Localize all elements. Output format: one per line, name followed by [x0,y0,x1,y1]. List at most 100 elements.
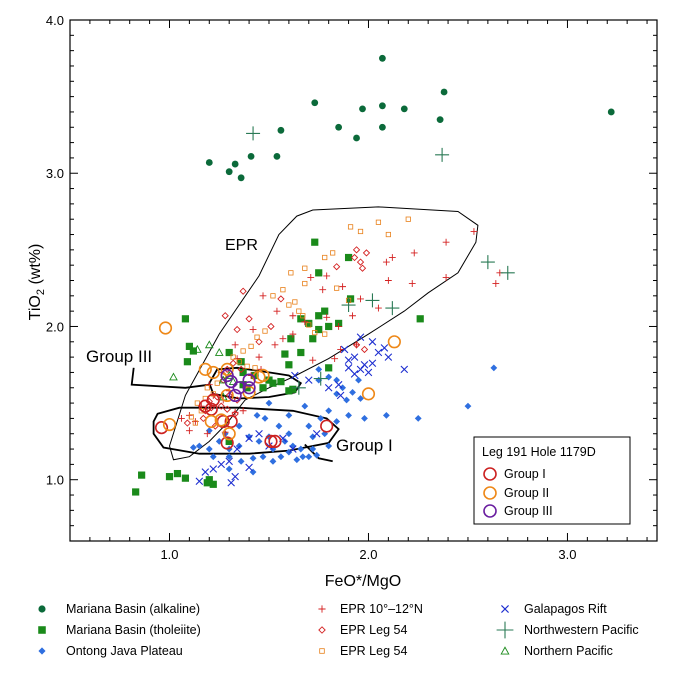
data-point [235,422,243,430]
legend-item: EPR Leg 54 [318,623,407,637]
data-point [205,445,213,453]
data-point [245,463,253,472]
data-point [305,422,313,430]
data-point [268,434,282,448]
legend-label: Mariana Basin (tholeiite) [66,623,201,637]
data-point [198,362,212,376]
data-point [352,341,361,349]
data-point [297,445,305,453]
data-point [408,280,416,287]
data-point [321,307,329,315]
data-point [436,116,444,124]
data-point [173,469,182,478]
data-point [362,249,371,257]
data-point [442,238,450,246]
legend-marker [38,647,46,655]
data-point [205,476,213,484]
field-label-group1: Group I [336,436,393,455]
data-point [223,405,231,413]
data-point [312,329,318,336]
y-tick-label: 3.0 [46,166,64,181]
data-point [217,402,225,410]
data-point [306,322,312,328]
data-point [277,126,285,134]
data-point [315,365,323,373]
legend-item: EPR 10°–12°N [318,602,423,616]
data-point [365,293,380,308]
data-point [229,359,237,367]
data-point [291,371,299,380]
data-point [356,365,365,374]
data-point [416,315,424,323]
data-point [269,445,277,453]
data-point [165,473,174,481]
legend-item: Galapagos Rift [501,602,607,616]
data-point [309,335,317,343]
data-point [442,274,450,281]
data-point [244,363,250,369]
data-point [189,347,197,355]
data-point [361,387,376,401]
data-point [607,108,615,116]
data-point [339,384,347,392]
data-point [361,415,368,422]
data-point [333,390,341,398]
data-point [400,365,409,374]
data-point [233,445,241,453]
data-point [199,414,207,423]
data-point [265,399,273,407]
legend-marker [500,646,510,655]
y-tick-label: 2.0 [46,319,64,334]
inset-legend-title: Leg 191 Hole 1179D [482,445,596,459]
data-point [265,376,273,384]
legend-item: Northwestern Pacific [496,621,639,639]
data-point [435,147,450,162]
data-point [322,331,328,337]
legend-label: Northern Pacific [524,644,613,658]
data-point [275,422,283,430]
data-point [185,342,193,350]
data-point [368,359,377,368]
data-point [255,338,263,346]
data-point [240,348,246,354]
data-point [256,368,270,383]
legend-label: Northwestern Pacific [524,623,639,637]
data-point [297,315,305,323]
y-tick-label: 4.0 [46,13,64,28]
legend-label: EPR 10°–12°N [340,602,423,616]
data-point [344,253,353,262]
data-point [204,340,214,349]
data-point [225,457,233,466]
data-point [183,358,191,366]
data-point [297,348,305,357]
data-point [224,375,238,389]
data-point [209,480,217,488]
legend-marker [38,605,46,613]
data-point [301,318,309,326]
data-point [209,453,217,461]
data-point [237,457,245,465]
data-point [247,152,255,160]
data-point [375,304,382,312]
data-point [277,378,285,386]
data-point [333,376,341,384]
data-point [271,341,279,349]
data-point [305,453,313,461]
data-point [228,388,242,403]
legend-item: Mariana Basin (tholeiite) [38,623,201,637]
data-point [223,365,231,374]
data-point [265,442,273,450]
x-axis-label: FeO*/MgO [325,573,401,590]
data-point [347,224,354,230]
inset-legend-item-group2: Group II [504,486,549,500]
data-point [255,429,263,438]
data-point [178,415,185,422]
data-point [350,253,359,262]
series-3 [178,228,504,438]
data-point [254,334,260,340]
data-point [185,427,193,435]
data-point [325,322,333,331]
data-point [296,308,302,314]
series-7 [246,126,515,395]
data-point [230,354,236,360]
